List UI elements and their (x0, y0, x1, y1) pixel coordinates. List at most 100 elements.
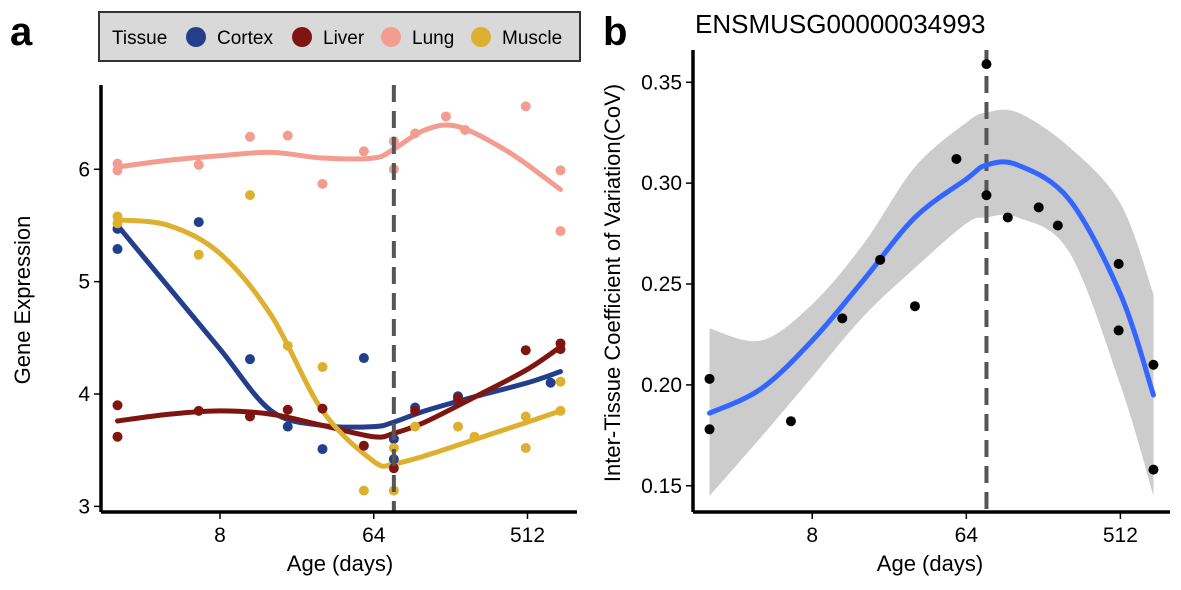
panel-a-x-tick-label-64: 64 (362, 524, 386, 547)
point-liver-0 (112, 400, 123, 411)
panel-a-trend-lines (115, 122, 563, 469)
point-lung-12 (520, 101, 531, 112)
point-lung-3 (244, 131, 255, 142)
point-lung-2 (193, 159, 204, 170)
point-muscle-6 (358, 485, 369, 496)
panel-b-x-tick-label-64: 64 (955, 524, 979, 547)
legend-label-cortex: Cortex (217, 28, 273, 49)
cov-point-4 (875, 254, 886, 265)
trend-line-lung (115, 122, 563, 192)
legend-label-muscle: Muscle (502, 28, 562, 49)
panel-a-y-tick-label-6: 6 (78, 158, 90, 181)
cov-point-12 (1113, 258, 1124, 269)
point-lung-11 (460, 124, 471, 135)
panel-b-axes (691, 50, 1170, 514)
point-lung-4 (282, 130, 293, 141)
trend-line-cortex (115, 222, 563, 430)
point-lung-1 (112, 165, 123, 176)
panel-a-x-tick-label-8: 8 (214, 524, 226, 547)
point-cortex-5 (317, 444, 328, 455)
point-cortex-4 (282, 421, 293, 432)
point-muscle-13 (520, 411, 531, 422)
panel-b-y-ticks: 0.15 0.20 0.25 0.30 0.35 (641, 71, 693, 498)
point-muscle-5 (317, 362, 328, 373)
cov-point-9 (1002, 212, 1013, 223)
panel-a-y-tick-label-4: 4 (78, 383, 90, 406)
panel-b-x-tick-label-8: 8 (806, 524, 818, 547)
cov-point-8 (981, 59, 992, 70)
panel-a-x-tick-label-512: 512 (510, 524, 545, 547)
point-muscle-3 (244, 190, 255, 201)
legend-key-cortex (186, 27, 206, 47)
panel-b-y-label: Inter-Tissue Coefficient of Variation(Co… (600, 84, 625, 482)
panel-a-y-ticks: 3 4 5 6 (78, 158, 101, 518)
legend-key-lung (381, 27, 401, 47)
panel-b-title: ENSMUSG00000034993 (695, 9, 986, 39)
panel-b-y-tick-label-0-15: 0.15 (641, 475, 682, 498)
cov-point-1 (704, 424, 715, 435)
panel-b-trend-line (707, 159, 1156, 416)
panel-a-x-ticks: 8 64 512 (214, 512, 545, 547)
panel-a-axes (99, 85, 577, 514)
panel-a-letter: a (10, 10, 33, 54)
point-liver-8 (410, 405, 421, 416)
point-liver-9 (453, 393, 463, 404)
panel-b-x-ticks: 8 64 512 (806, 512, 1138, 547)
point-muscle-8 (388, 442, 399, 453)
point-liver-7 (388, 463, 399, 474)
panel-b-cov: ENSMUSG00000034993 8 64 512 0.150.200.250.… (600, 9, 1170, 576)
trend-line-muscle (115, 217, 563, 469)
point-liver-12 (555, 338, 566, 349)
cov-point-3 (837, 313, 848, 324)
legend-title: Tissue (112, 28, 167, 49)
point-muscle-9 (410, 421, 421, 432)
point-lung-10 (440, 111, 451, 122)
legend-key-muscle (471, 27, 491, 47)
legend-box (98, 11, 581, 62)
panel-a-y-tick-label-3: 3 (78, 495, 90, 518)
point-lung-5 (317, 178, 328, 189)
point-cortex-1 (112, 244, 123, 255)
point-muscle-14 (555, 405, 566, 416)
point-muscle-11 (469, 431, 480, 442)
panel-b-y-tick-label-0-20: 0.20 (641, 374, 682, 397)
legend-key-liver (292, 27, 312, 47)
point-cortex-6 (358, 353, 369, 364)
point-muscle-15 (555, 376, 566, 387)
point-muscle-4 (282, 340, 293, 351)
cov-point-10 (1033, 202, 1044, 213)
point-lung-13 (555, 165, 566, 176)
cov-point-11 (1052, 220, 1063, 231)
cov-point-13 (1113, 325, 1124, 336)
cov-point-7 (981, 190, 992, 201)
panel-a-y-tick-label-5: 5 (78, 271, 90, 294)
point-cortex-3 (244, 354, 255, 365)
cov-point-0 (704, 373, 715, 384)
cov-point-5 (909, 301, 920, 312)
cov-point-14 (1148, 359, 1159, 370)
point-liver-4 (282, 404, 293, 415)
point-liver-2 (193, 405, 204, 416)
point-cortex-2 (193, 217, 204, 228)
panel-b-letter: b (603, 10, 627, 54)
panel-b-points (704, 59, 1159, 475)
panel-b-x-tick-label-512: 512 (1103, 524, 1138, 547)
point-liver-5 (317, 403, 328, 414)
point-muscle-2 (193, 249, 204, 260)
point-cortex-11 (545, 377, 556, 388)
cov-point-2 (785, 416, 796, 427)
panel-a-points (112, 101, 566, 496)
point-liver-10 (520, 345, 531, 356)
panel-b-confidence-band (709, 109, 1154, 496)
panel-b-y-tick-label-0-30: 0.30 (641, 172, 682, 195)
point-lung-14 (555, 226, 566, 237)
point-muscle-1 (112, 218, 123, 229)
legend-label-liver: Liver (323, 28, 365, 49)
trend-line-liver (115, 344, 563, 440)
point-muscle-10 (453, 421, 463, 432)
panel-a-y-label: Gene Expression (10, 216, 35, 385)
cov-point-15 (1148, 464, 1159, 475)
panel-b-x-label: Age (days) (877, 551, 983, 576)
legend-entries: Cortex Liver Lung Muscle (186, 27, 562, 49)
